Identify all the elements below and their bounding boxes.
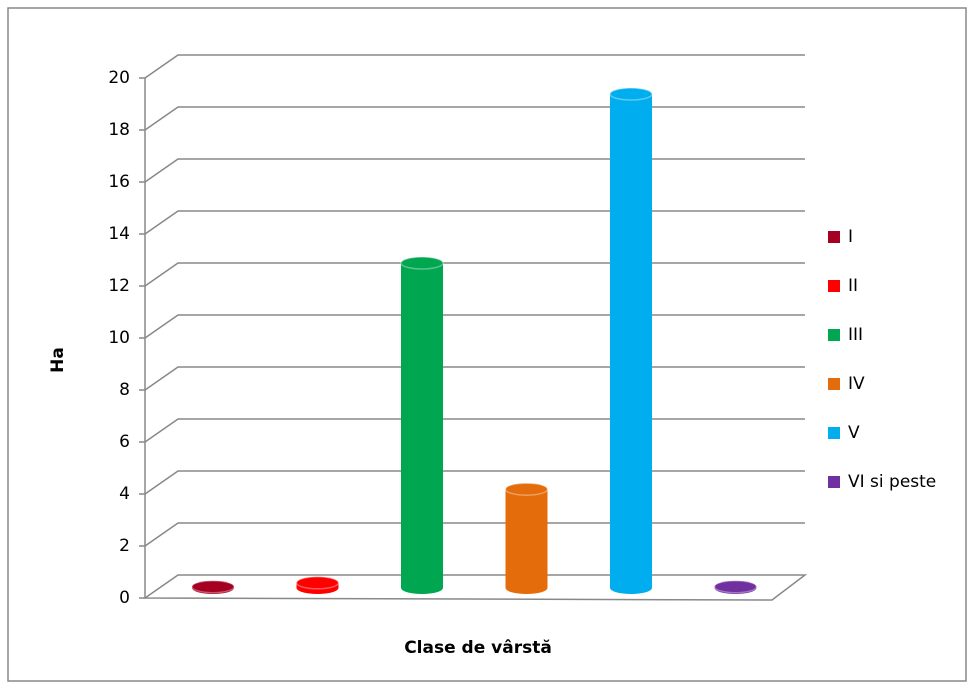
legend-swatch [828, 329, 840, 341]
bar-top [713, 579, 758, 594]
y-tick-label: 18 [108, 120, 130, 140]
y-axis-title: Ha [48, 347, 68, 373]
bar-top [504, 482, 549, 496]
legend-swatch [828, 476, 840, 488]
legend-swatch [828, 280, 840, 292]
y-tick-label: 16 [108, 172, 130, 192]
y-tick-label: 4 [119, 484, 130, 504]
y-tick-label: 20 [108, 68, 130, 88]
bar-body [401, 263, 443, 594]
legend-label: IV [848, 374, 865, 394]
bar-top [191, 579, 235, 594]
bar-top [295, 576, 340, 590]
grid-line [144, 262, 805, 287]
y-tick-label: 10 [108, 328, 130, 348]
grid-line [144, 314, 805, 339]
y-tick-label: 8 [119, 380, 130, 400]
y-tick-label: 2 [119, 536, 130, 556]
grid-line [144, 158, 805, 183]
bar [400, 256, 444, 594]
grid-line [144, 54, 805, 79]
x-axis-title: Clase de vârstă [404, 638, 552, 658]
bar [504, 482, 549, 594]
bar-top [400, 256, 444, 270]
floor [142, 574, 808, 601]
chart-border [7, 7, 967, 682]
legend-swatch [828, 427, 840, 439]
legend-label: I [848, 227, 853, 247]
y-tick-label: 12 [108, 276, 130, 296]
legend-swatch [828, 378, 840, 390]
bar-top [609, 87, 653, 101]
bar-body [610, 94, 652, 594]
bar [713, 579, 758, 594]
y-tick-label: 6 [119, 432, 130, 452]
y-tick-label: 0 [119, 588, 130, 608]
bar [295, 576, 340, 594]
y-tick-label: 14 [108, 224, 130, 244]
legend-label: III [848, 325, 863, 345]
legend-label: II [848, 276, 858, 296]
bar [609, 87, 653, 594]
bar-body [505, 489, 548, 594]
legend-label: VI si peste [848, 472, 936, 492]
grid-line [144, 106, 805, 131]
bar [191, 579, 235, 594]
grid-line [144, 366, 805, 391]
legend-swatch [828, 231, 840, 243]
grid-line [144, 418, 805, 443]
grid-line [144, 470, 805, 495]
legend-label: V [848, 423, 860, 443]
grid-line [144, 210, 805, 235]
grid-line [144, 522, 805, 547]
